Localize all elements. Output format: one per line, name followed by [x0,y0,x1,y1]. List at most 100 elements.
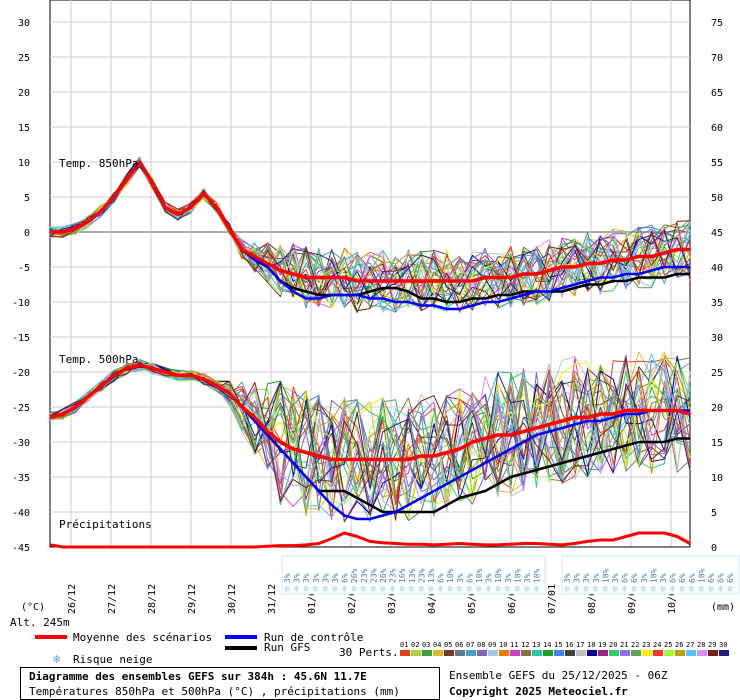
pert-color-swatch [554,650,564,656]
snow-risk-icon: ❄ [370,584,377,595]
snow-risk-percent: 3% [283,573,292,583]
snow-risk-icon: ❄ [602,584,609,595]
snow-risk-percent: 6% [688,573,697,583]
chart-subtitle: Températures 850hPa et 500hPa (°C) , pré… [29,685,400,698]
pert-number: 10 [499,641,507,649]
snow-risk-percent: 6% [621,573,630,583]
snow-risk-icon: ❄ [574,584,581,595]
snow-risk-percent: 16% [398,568,407,583]
right-tick-label: 5 [711,508,717,519]
legend-gfs-label: Run GFS [264,641,310,654]
left-tick-label: 30 [18,18,30,29]
pert-number: 24 [653,641,661,649]
pert-number: 19 [598,641,606,649]
snow-risk-percent: 10% [697,568,706,583]
pert-number: 20 [609,641,617,649]
snow-risk-icon: ❄ [409,584,416,595]
left-tick-label: 10 [18,158,30,169]
snow-risk-icon: ❄ [418,584,425,595]
snow-risk-percent: 10% [513,568,522,583]
snow-risk-percent: 23% [369,568,378,583]
snow-risk-percent: 3% [456,573,465,583]
pert-number: 11 [510,641,518,649]
left-tick-label: -10 [12,298,30,309]
snow-risk-icon: ❄ [399,584,406,595]
right-tick-label: 50 [711,193,723,204]
ensemble-member [49,357,691,521]
snow-risk-percent: 3% [582,573,591,583]
ensemble-member [49,165,691,308]
snow-risk-strip [561,555,740,595]
snow-risk-percent: 6% [465,573,474,583]
snow-risk-percent: 10% [475,568,484,583]
pert-number: 25 [664,641,672,649]
pert-color-swatch [609,650,619,656]
ensemble-member [49,362,691,512]
snow-risk-percent: 26% [350,568,359,583]
pert-number: 15 [554,641,562,649]
pert-number: 30 [719,641,727,649]
snow-risk-icon: ❄ [390,584,397,595]
legend-control-label: Run de contrôle [264,631,363,644]
x-tick-label: 29/12 [187,584,198,614]
pert-number: 23 [642,641,650,649]
pert-number: 01 [400,641,408,649]
x-tick-label: 02/01 [347,584,358,614]
ensemble-member [49,353,691,518]
ensemble-member [49,162,691,313]
pert-number: 09 [488,641,496,649]
left-tick-label: -45 [12,543,30,554]
title-box: Diagramme des ensembles GEFS sur 384h : … [20,667,440,700]
snow-risk-percent: 13% [408,568,417,583]
snow-risk-icon: ❄ [679,584,686,595]
x-tick-label: 27/12 [107,584,118,614]
right-tick-label: 40 [711,263,723,274]
t850-mean-line [50,160,690,283]
pert-number: 05 [444,641,452,649]
snow-risk-percent: 3% [523,573,532,583]
snow-risk-percent: 10% [494,568,503,583]
left-tick-label: -20 [12,368,30,379]
t500-mean-line [49,363,691,462]
panel-label-precip: Précipitations [59,518,152,531]
pert-color-swatch [477,650,487,656]
pert-number: 21 [620,641,628,649]
right-tick-label: 60 [711,123,723,134]
snow-risk-percent: 3% [611,573,620,583]
snow-risk-icon: ❄ [313,584,320,595]
left-tick-label: 25 [18,53,30,64]
snow-risk-icon: ❄ [612,584,619,595]
pert-color-swatch [422,650,432,656]
snow-risk-percent: 26% [379,568,388,583]
pert-color-swatch [697,650,707,656]
snow-risk-icon: ❄ [622,584,629,595]
snow-risk-icon: ❄ [689,584,696,595]
right-tick-label: 30 [711,333,723,344]
snow-risk-percent: 3% [302,573,311,583]
snow-risk-percent: 3% [640,573,649,583]
copyright-label: Copyright 2025 Meteociel.fr [449,685,628,698]
snow-risk-icon: ❄ [486,584,493,595]
snow-risk-icon: ❄ [447,584,454,595]
pert-color-swatch [620,650,630,656]
legend-snow-label: Risque neige [73,653,152,666]
snow-risk-percent: 6% [717,573,726,583]
left-tick-label: -5 [18,263,30,274]
left-tick-label: -40 [12,508,30,519]
snow-risk-percent: 3% [312,573,321,583]
right-tick-label: 70 [711,53,723,64]
pert-color-swatch [466,650,476,656]
left-tick-label: 15 [18,123,30,134]
snow-risk-percent: 3% [504,573,513,583]
snow-risk-percent: 3% [293,573,302,583]
snow-risk-percent: 6% [437,573,446,583]
left-axis-unit: (°C) [21,602,45,613]
right-tick-label: 0 [711,543,717,554]
pert-color-swatch [488,650,498,656]
snow-risk-icon: ❄ [495,584,502,595]
left-tick-label: -35 [12,473,30,484]
snow-risk-icon: ❄ [564,584,571,595]
perts-label: 30 Perts. [339,646,399,659]
pert-color-swatch [631,650,641,656]
ensemble-member [49,163,691,311]
